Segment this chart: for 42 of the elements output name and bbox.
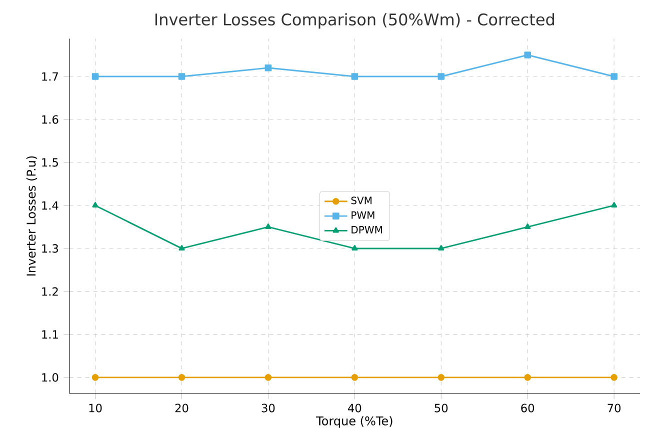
point <box>438 374 445 381</box>
y-tick-label: 1.5 <box>42 158 58 167</box>
y-tick-label: 1.7 <box>42 72 58 81</box>
x-tick-label: 70 <box>608 404 621 412</box>
y-tick-label: 1.1 <box>42 330 58 339</box>
point <box>438 245 444 251</box>
y-tick-label: 1.4 <box>42 201 58 210</box>
legend-label: DPWM <box>352 226 382 234</box>
x-tick-label: 20 <box>175 404 188 412</box>
x-tick-label: 10 <box>89 404 102 412</box>
point <box>178 374 186 381</box>
point <box>265 224 272 230</box>
point <box>264 64 272 72</box>
point <box>92 73 99 80</box>
chart-title: Inverter Losses Comparison (50%Wm) - Corrected <box>155 13 554 29</box>
point <box>352 245 358 251</box>
y-tick-label: 1.2 <box>42 287 58 296</box>
point <box>524 224 531 230</box>
point <box>438 73 445 80</box>
legend-label: PWM <box>352 211 374 219</box>
point <box>524 52 531 58</box>
point <box>178 245 185 251</box>
y-tick-label: 1.3 <box>42 244 58 253</box>
x-tick-label: 40 <box>348 404 362 412</box>
point <box>610 73 618 80</box>
point <box>611 202 618 208</box>
point <box>92 202 98 208</box>
point <box>524 374 531 381</box>
legend-label: SVM <box>351 196 372 204</box>
point <box>351 374 358 381</box>
x-axis-title: Torque (%Te) <box>316 416 392 428</box>
point <box>178 73 186 80</box>
y-tick-label: 1.6 <box>42 115 58 124</box>
x-tick-label: 50 <box>434 404 448 412</box>
point <box>351 73 358 80</box>
y-tick-label: 1.0 <box>42 373 58 382</box>
x-tick-label: 60 <box>521 404 534 412</box>
y-axis-title: Inverter Losses (P.u) <box>26 156 38 276</box>
point <box>92 374 99 381</box>
point <box>610 374 618 381</box>
x-tick-label: 30 <box>262 404 275 412</box>
point <box>264 374 272 381</box>
